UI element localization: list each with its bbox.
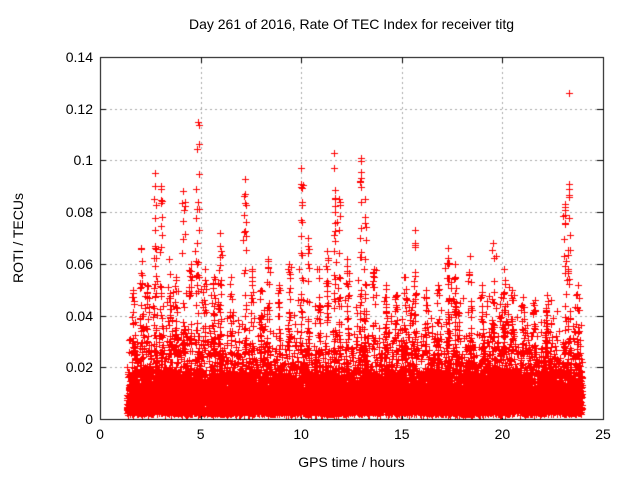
y-tick-label: 0 bbox=[85, 411, 93, 427]
x-tick-label: 15 bbox=[394, 426, 410, 442]
y-tick-label: 0.02 bbox=[65, 359, 93, 376]
y-tick-label: 0.06 bbox=[65, 255, 93, 272]
x-tick-label: 25 bbox=[595, 426, 611, 442]
chart-title: Day 261 of 2016, Rate Of TEC Index for r… bbox=[188, 16, 514, 32]
y-axis-title: ROTI / TECUs bbox=[10, 193, 26, 283]
y-tick-label: 0.14 bbox=[65, 49, 93, 65]
x-axis-title: GPS time / hours bbox=[298, 454, 405, 470]
y-tick-label: 0.04 bbox=[65, 307, 93, 324]
x-tick-label: 20 bbox=[494, 426, 511, 442]
x-tick-label: 10 bbox=[293, 426, 309, 442]
y-tick-label: 0.1 bbox=[73, 152, 93, 169]
x-tick-label: 5 bbox=[196, 426, 205, 442]
y-tick-label: 0.08 bbox=[65, 204, 93, 221]
y-tick-label: 0.12 bbox=[65, 100, 93, 117]
x-tick-label: 0 bbox=[96, 426, 104, 442]
